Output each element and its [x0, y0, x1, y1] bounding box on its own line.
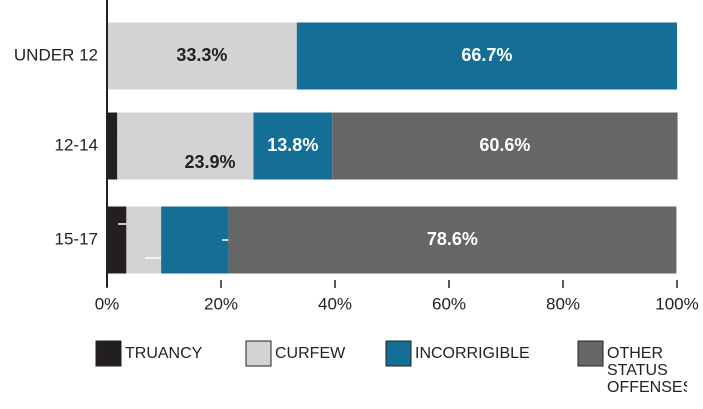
- bar-segment: [228, 206, 677, 274]
- bar-segment: [126, 206, 162, 274]
- bar-segment: [253, 112, 333, 180]
- y-tick-label: UNDER 12: [14, 45, 98, 64]
- bar-segment: [332, 112, 678, 180]
- x-tick-label: 40%: [318, 294, 352, 313]
- value-label: 33.3%: [176, 45, 227, 65]
- legend-label: INCORRIGIBLE: [415, 345, 530, 362]
- legend-item: CURFEW: [275, 345, 346, 362]
- y-tick-label: 15-17: [55, 229, 98, 248]
- x-tick-label: 20%: [204, 294, 238, 313]
- legend-item: TRUANCY: [125, 345, 203, 362]
- bar-segment: [296, 22, 677, 90]
- value-label: 13.8%: [267, 135, 318, 155]
- legend-item: INCORRIGIBLE: [415, 345, 530, 362]
- legend-label: CURFEW: [275, 345, 346, 362]
- bar-segment: [161, 206, 229, 274]
- value-label: 78.6%: [427, 229, 478, 249]
- legend-label: OTHER STATUS OFFENSES: [607, 345, 687, 396]
- legend-label: TRUANCY: [125, 345, 203, 362]
- legend-swatch: [95, 340, 122, 367]
- value-label: 60.6%: [479, 135, 530, 155]
- bar-segment: [117, 112, 254, 180]
- bar-segment: [107, 112, 118, 180]
- x-tick-label: 0%: [95, 294, 120, 313]
- bar-segment: [107, 22, 297, 90]
- y-tick-label: 12-14: [55, 135, 98, 154]
- value-label: 66.7%: [461, 45, 512, 65]
- value-label: 23.9%: [184, 152, 235, 172]
- x-tick-label: 100%: [655, 294, 698, 313]
- bar-segment: [107, 206, 127, 274]
- x-tick-label: 80%: [546, 294, 580, 313]
- legend-swatch: [245, 340, 272, 367]
- legend-item: OTHER STATUS OFFENSES: [607, 345, 687, 396]
- legend-swatch: [385, 340, 412, 367]
- x-tick-label: 60%: [432, 294, 466, 313]
- legend-swatch: [577, 340, 604, 367]
